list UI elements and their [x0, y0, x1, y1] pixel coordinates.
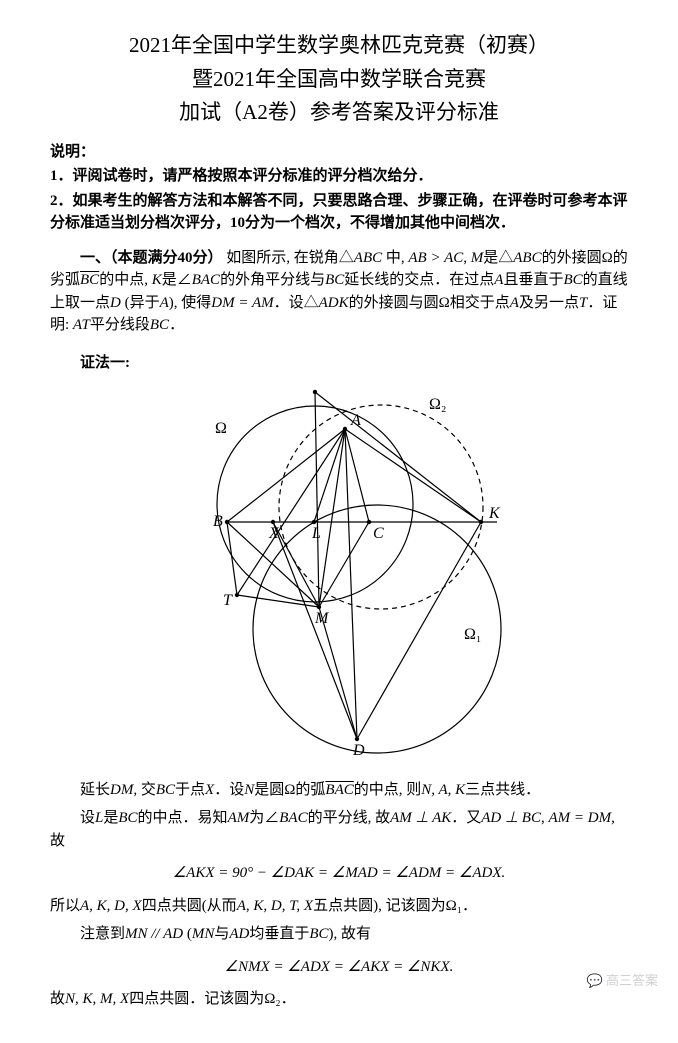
- circle-omega2: [279, 405, 483, 609]
- watermark: 💬 高三答案: [587, 971, 658, 991]
- proof-para-4: 注意到MN // AD (MN与AD均垂直于BC), 故有: [50, 923, 628, 946]
- chat-icon: 💬: [587, 973, 606, 988]
- title-line-2: 暨2021年全国高中数学联合竞赛: [50, 64, 628, 96]
- equation-2: ∠NMX = ∠ADX = ∠AKX = ∠NKX.: [50, 956, 628, 979]
- proof-para-3: 所以A, K, D, X四点共圆(从而A, K, D, T, X五点共圆), 记…: [50, 895, 628, 918]
- svg-text:T: T: [223, 592, 233, 609]
- svg-text:X: X: [268, 525, 280, 542]
- svg-text:A: A: [350, 412, 361, 429]
- figure-svg: N A B C K M D T X L Ω Ω₁ Ω₂: [129, 389, 549, 759]
- proof-method-label: 证法一:: [50, 352, 628, 375]
- instructions-line-1: 1．评阅试卷时，请严格按照本评分标准的评分档次给分．: [50, 165, 628, 188]
- proof-para-5: 故N, K, M, X四点共圆．记该圆为Ω₂．: [50, 988, 628, 1011]
- instructions-heading: 说明：: [50, 141, 628, 164]
- svg-text:K: K: [488, 505, 501, 522]
- svg-text:Ω₂: Ω₂: [429, 396, 446, 413]
- circle-omega: [217, 406, 413, 602]
- instructions-line-2: 2．如果考生的解答方法和本解答不同，只要思路合理、步骤正确，在评卷时可参考本评分…: [50, 190, 628, 235]
- svg-text:L: L: [311, 525, 321, 542]
- svg-text:N: N: [310, 389, 323, 390]
- equation-1: ∠AKX = 90° − ∠DAK = ∠MAD = ∠ADM = ∠ADX.: [50, 862, 628, 885]
- problem-statement: 一、（本题满分40分） 如图所示, 在锐角△ABC 中, AB > AC, M是…: [50, 247, 628, 337]
- problem-lead: 一、（本题满分40分）: [80, 250, 223, 266]
- svg-text:B: B: [213, 513, 223, 530]
- svg-text:D: D: [352, 742, 365, 759]
- instructions-block: 说明： 1．评阅试卷时，请严格按照本评分标准的评分档次给分． 2．如果考生的解答…: [50, 141, 628, 235]
- title-line-3: 加试（A2卷）参考答案及评分标准: [50, 97, 628, 129]
- title-line-1: 2021年全国中学生数学奥林匹克竞赛（初赛）: [50, 30, 628, 62]
- svg-text:C: C: [373, 525, 384, 542]
- geometry-figure: N A B C K M D T X L Ω Ω₁ Ω₂: [50, 389, 628, 767]
- svg-text:Ω₁: Ω₁: [464, 626, 481, 643]
- svg-text:M: M: [314, 610, 330, 627]
- points: [225, 390, 483, 741]
- segments: [227, 392, 481, 739]
- proof-para-2: 设L是BC的中点．易知AM为∠BAC的平分线, 故AM ⊥ AK．又AD ⊥ B…: [50, 807, 628, 852]
- proof-para-1: 延长DM, 交BC于点X．设N是圆Ω的弧BAC的中点, 则N, A, K三点共线…: [50, 779, 628, 802]
- svg-text:Ω: Ω: [215, 420, 227, 437]
